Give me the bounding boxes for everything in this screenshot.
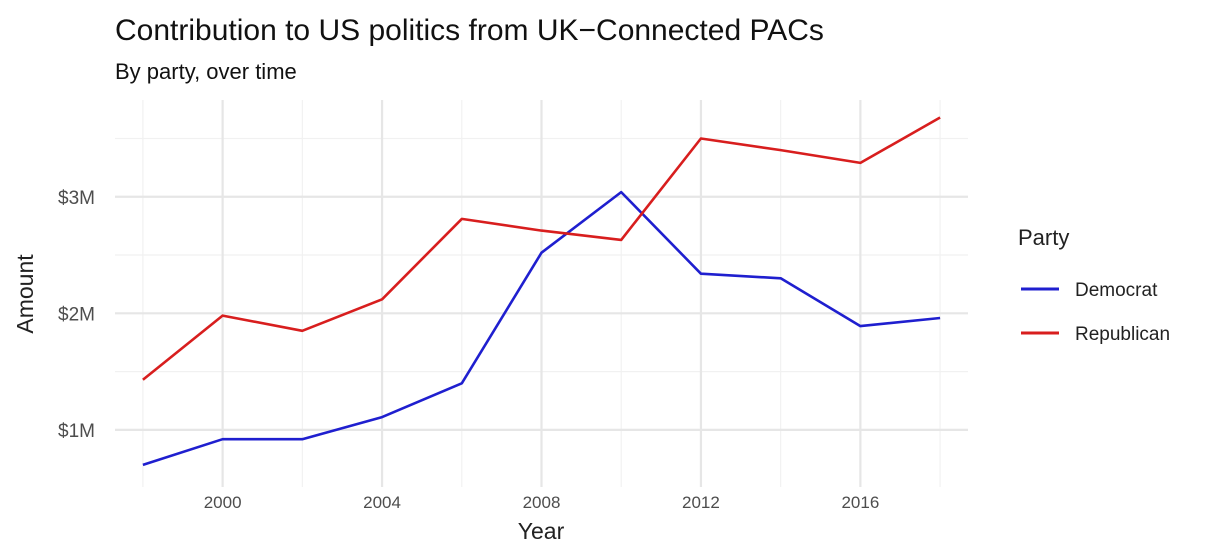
series-line-republican	[142, 116, 941, 381]
x-tick-label: 2012	[682, 493, 720, 512]
x-tick-label: 2004	[363, 493, 401, 512]
legend-title: Party	[1018, 225, 1069, 250]
chart-subtitle: By party, over time	[115, 59, 297, 84]
y-tick-label: $2M	[58, 304, 95, 325]
x-axis-ticks: 2000 2004 2008 2012 2016	[204, 493, 880, 512]
y-tick-label: $3M	[58, 188, 95, 209]
legend-label-republican: Republican	[1075, 324, 1170, 345]
x-tick-label: 2016	[841, 493, 879, 512]
x-tick-label: 2008	[523, 493, 561, 512]
x-axis-label: Year	[518, 518, 565, 544]
legend: Party Democrat Republican	[1018, 225, 1170, 345]
legend-label-democrat: Democrat	[1075, 280, 1158, 301]
x-tick-label: 2000	[204, 493, 242, 512]
y-axis-ticks: $1M $2M $3M	[58, 188, 95, 442]
grid	[115, 100, 968, 487]
y-tick-label: $1M	[58, 421, 95, 442]
series-lines	[142, 116, 941, 467]
y-axis-label: Amount	[12, 254, 38, 334]
chart-title: Contribution to US politics from UK−Conn…	[115, 14, 824, 47]
series-line-democrat	[142, 190, 941, 467]
